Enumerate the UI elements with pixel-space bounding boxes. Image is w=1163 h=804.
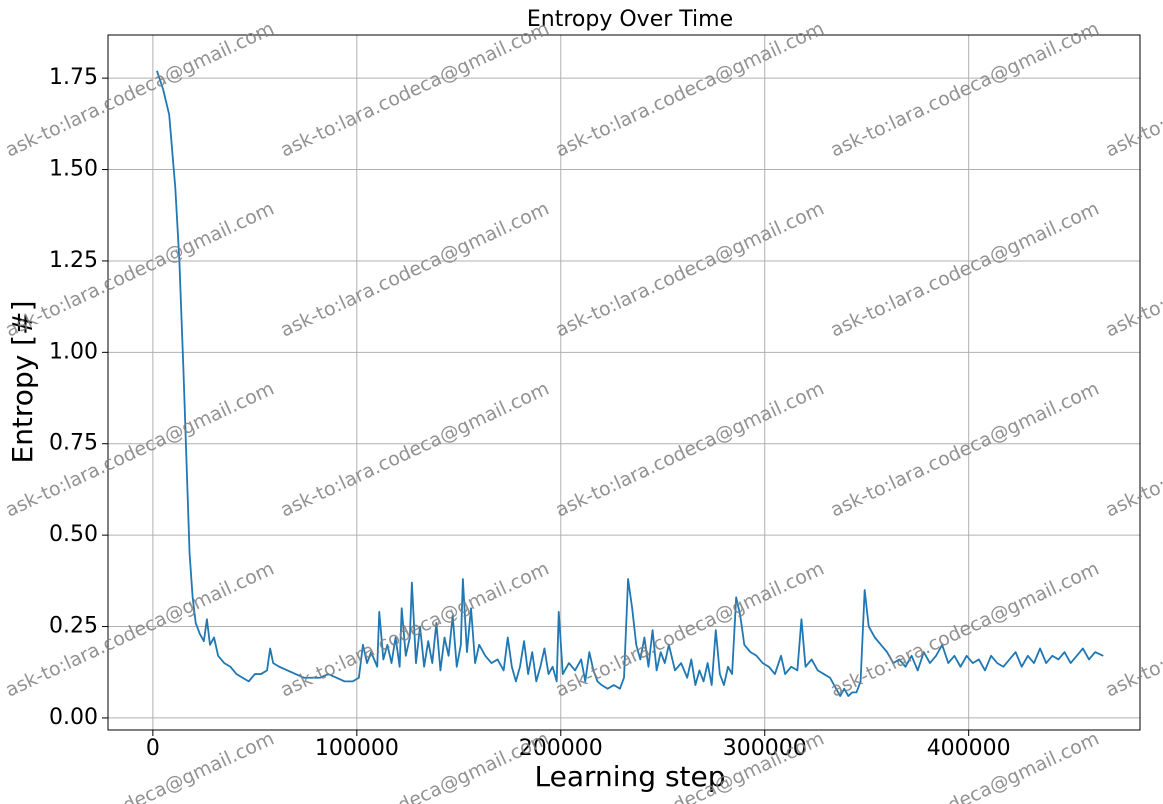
watermark: ask-to:lara.codeca@gmail.com bbox=[552, 18, 827, 162]
x-tick-label: 200000 bbox=[519, 736, 603, 761]
watermark: ask-to:lara.codeca@gmail.com bbox=[2, 18, 277, 162]
watermark: ask-to:lara.codeca@gmail.com bbox=[827, 558, 1102, 702]
watermark: ask-to:lara.codeca@gmail.com bbox=[2, 198, 277, 342]
data-line bbox=[156, 70, 1104, 697]
y-axis-label: Entropy [#] bbox=[6, 301, 39, 464]
watermark: ask-to:lara.codeca@gmail.com bbox=[1102, 558, 1163, 702]
watermark: ask-to:lara.codeca@gmail.com bbox=[1102, 378, 1163, 522]
x-tick-label: 300000 bbox=[723, 736, 807, 761]
y-tick-label: 1.75 bbox=[49, 65, 98, 90]
x-tick-label: 400000 bbox=[927, 736, 1011, 761]
watermark: ask-to:lara.codeca@gmail.com bbox=[2, 558, 277, 702]
watermark: ask-to:lara.codeca@gmail.com bbox=[1102, 18, 1163, 162]
watermark: ask-to:lara.codeca@gmail.com bbox=[2, 728, 277, 804]
y-tick-label: 1.00 bbox=[49, 339, 98, 364]
chart-title: Entropy Over Time bbox=[527, 7, 733, 32]
y-tick-label: 1.25 bbox=[49, 248, 98, 273]
watermark: ask-to:lara.codeca@gmail.com bbox=[1102, 728, 1163, 804]
watermark: ask-to:lara.codeca@gmail.com bbox=[277, 198, 552, 342]
x-axis-label: Learning step bbox=[534, 760, 725, 793]
watermark: ask-to:lara.codeca@gmail.com bbox=[827, 198, 1102, 342]
y-tick-label: 0.50 bbox=[49, 522, 98, 547]
watermark: ask-to:lara.codeca@gmail.com bbox=[552, 198, 827, 342]
watermark: ask-to:lara.codeca@gmail.com bbox=[2, 378, 277, 522]
x-tick-label: 100000 bbox=[315, 736, 399, 761]
watermark: ask-to:lara.codeca@gmail.com bbox=[277, 378, 552, 522]
plot-frame bbox=[107, 34, 1141, 731]
watermark: ask-to:lara.codeca@gmail.com bbox=[552, 378, 827, 522]
watermark: ask-to:lara.codeca@gmail.com bbox=[827, 378, 1102, 522]
x-tick-label: 0 bbox=[146, 736, 160, 761]
watermark: ask-to:lara.codeca@gmail.com bbox=[277, 18, 552, 162]
y-tick-label: 0.00 bbox=[49, 705, 98, 730]
watermark: ask-to:lara.codeca@gmail.com bbox=[277, 558, 552, 702]
watermark: ask-to:lara.codeca@gmail.com bbox=[827, 18, 1102, 162]
watermark: ask-to:lara.codeca@gmail.com bbox=[552, 558, 827, 702]
y-tick-label: 0.25 bbox=[49, 614, 98, 639]
y-tick-label: 0.75 bbox=[49, 431, 98, 456]
y-tick-label: 1.50 bbox=[49, 157, 98, 182]
watermark: ask-to:lara.codeca@gmail.com bbox=[1102, 198, 1163, 342]
